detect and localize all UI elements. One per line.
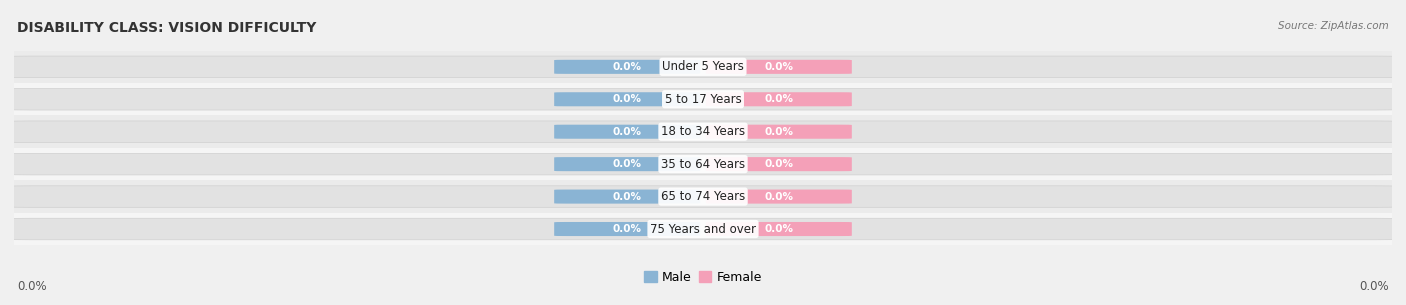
Bar (14, 180, 1392, 213)
FancyBboxPatch shape (554, 157, 700, 171)
Bar (14, 116, 1392, 148)
Text: Under 5 Years: Under 5 Years (662, 60, 744, 73)
FancyBboxPatch shape (706, 222, 852, 236)
Text: 65 to 74 Years: 65 to 74 Years (661, 190, 745, 203)
FancyBboxPatch shape (10, 88, 1396, 110)
FancyBboxPatch shape (706, 189, 852, 204)
Text: 0.0%: 0.0% (613, 62, 641, 72)
Text: 18 to 34 Years: 18 to 34 Years (661, 125, 745, 138)
Legend: Male, Female: Male, Female (640, 266, 766, 289)
FancyBboxPatch shape (10, 218, 1396, 240)
FancyBboxPatch shape (10, 121, 1396, 142)
Text: 0.0%: 0.0% (765, 62, 793, 72)
Text: 0.0%: 0.0% (613, 192, 641, 202)
Text: 0.0%: 0.0% (765, 127, 793, 137)
FancyBboxPatch shape (10, 153, 1396, 175)
Text: 0.0%: 0.0% (613, 94, 641, 104)
Text: 0.0%: 0.0% (17, 280, 46, 293)
Text: 0.0%: 0.0% (765, 94, 793, 104)
FancyBboxPatch shape (706, 157, 852, 171)
FancyBboxPatch shape (554, 222, 700, 236)
Bar (14, 51, 1392, 83)
Text: 0.0%: 0.0% (1360, 280, 1389, 293)
Bar (14, 213, 1392, 245)
Text: Source: ZipAtlas.com: Source: ZipAtlas.com (1278, 21, 1389, 31)
Text: 0.0%: 0.0% (765, 192, 793, 202)
FancyBboxPatch shape (10, 56, 1396, 77)
Text: 75 Years and over: 75 Years and over (650, 223, 756, 235)
FancyBboxPatch shape (554, 125, 700, 139)
Bar (14, 83, 1392, 116)
Text: 0.0%: 0.0% (613, 127, 641, 137)
FancyBboxPatch shape (706, 60, 852, 74)
FancyBboxPatch shape (554, 60, 700, 74)
Text: 35 to 64 Years: 35 to 64 Years (661, 158, 745, 170)
Text: 0.0%: 0.0% (765, 224, 793, 234)
Text: 0.0%: 0.0% (765, 159, 793, 169)
FancyBboxPatch shape (554, 92, 700, 106)
Text: 5 to 17 Years: 5 to 17 Years (665, 93, 741, 106)
Bar (14, 148, 1392, 180)
FancyBboxPatch shape (554, 189, 700, 204)
FancyBboxPatch shape (10, 186, 1396, 207)
Text: DISABILITY CLASS: VISION DIFFICULTY: DISABILITY CLASS: VISION DIFFICULTY (17, 21, 316, 35)
Text: 0.0%: 0.0% (613, 224, 641, 234)
FancyBboxPatch shape (706, 92, 852, 106)
Text: 0.0%: 0.0% (613, 159, 641, 169)
FancyBboxPatch shape (706, 125, 852, 139)
